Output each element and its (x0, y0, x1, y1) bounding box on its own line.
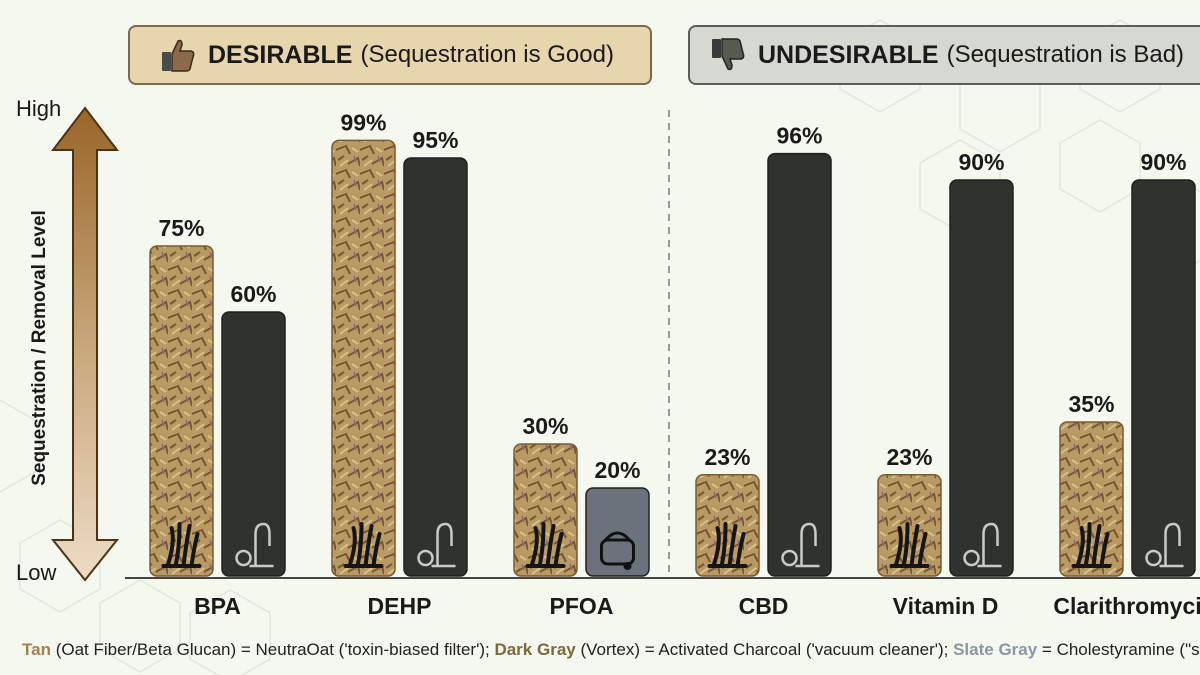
value-label-charcoal-dehp: 95% (412, 127, 458, 153)
legend-slate-term: Slate Gray (953, 640, 1038, 659)
vacuum-cleaner-icon (781, 522, 820, 568)
bar-oat-clarithromyci (1059, 421, 1124, 577)
legend-tan-term: Tan (22, 640, 51, 659)
undesirable-title: UNDESIRABLE (758, 40, 939, 69)
bar-oat-vitamin-d (877, 474, 942, 577)
oat-plant-icon (707, 522, 748, 568)
value-label-oat-clarithromyci: 35% (1068, 391, 1114, 417)
undesirable-header: UNDESIRABLE (Sequestration is Bad) (688, 25, 1200, 85)
vacuum-cleaner-icon (963, 522, 1002, 568)
value-label-oat-pfoa: 30% (522, 413, 568, 439)
vacuum-cleaner-icon (235, 522, 274, 568)
legend-footer: Tan (Oat Fiber/Beta Glucan) = NeutraOat … (22, 640, 1200, 660)
category-label-cbd: CBD (739, 593, 789, 619)
bar-charcoal-dehp (403, 157, 468, 577)
bar-oat-dehp (331, 139, 396, 577)
legend-slate-desc: = Cholestyramine ("shop (1041, 640, 1200, 659)
bar-charcoal-bpa (221, 311, 286, 577)
oat-plant-icon (525, 522, 566, 568)
value-label-charcoal-cbd: 96% (776, 123, 822, 149)
value-label-charcoal-pfoa: 20% (594, 457, 640, 483)
desirable-header: DESIRABLE (Sequestration is Good) (128, 25, 652, 85)
bar-oat-bpa (149, 245, 214, 577)
value-label-oat-vitamin-d: 23% (886, 444, 932, 470)
value-label-oat-bpa: 75% (158, 215, 204, 241)
bar-charcoal-vitamin-d (949, 179, 1014, 577)
oat-plant-icon (161, 522, 202, 568)
thumbs-up-icon (162, 39, 195, 72)
value-label-charcoal-vitamin-d: 90% (958, 149, 1004, 175)
legend-tan-desc: (Oat Fiber/Beta Glucan) = NeutraOat ('to… (50, 640, 495, 659)
oat-plant-icon (1071, 522, 1112, 568)
desirable-subtitle: (Sequestration is Good) (360, 41, 614, 68)
category-label-clarithromyci: Clarithromyci (1053, 593, 1200, 619)
bar-charcoal-clarithromyci (1131, 179, 1196, 577)
thumbs-down-icon (712, 38, 745, 71)
bar-charcoal-cbd (767, 152, 832, 577)
category-label-bpa: BPA (194, 593, 241, 619)
category-label-pfoa: PFOA (550, 593, 614, 619)
bar-chart: 75% 60% BPA 99% 95% DEHP 30% 20% PFOA 23% 96% CBD 23… (50, 106, 1200, 619)
vacuum-cleaner-icon (1145, 522, 1184, 568)
vacuum-cleaner-icon (417, 522, 456, 568)
bar-oat-pfoa (513, 443, 578, 577)
value-label-charcoal-bpa: 60% (230, 281, 276, 307)
axis-high-label: High (16, 96, 62, 121)
oat-plant-icon (889, 522, 930, 568)
legend-dark-term: Dark Gray (494, 640, 576, 659)
y-axis-arrow (50, 106, 120, 582)
category-label-vitamin-d: Vitamin D (893, 593, 999, 619)
category-label-dehp: DEHP (368, 593, 432, 619)
desirable-title: DESIRABLE (208, 40, 353, 69)
axis-low-label: Low (16, 560, 57, 585)
oat-plant-icon (343, 522, 384, 568)
bar-oat-cbd (695, 474, 760, 577)
legend-dark-desc: (Vortex) = Activated Charcoal ('vacuum c… (575, 640, 954, 659)
value-label-charcoal-clarithromyci: 90% (1140, 149, 1186, 175)
value-label-oat-cbd: 23% (704, 444, 750, 470)
shop-vac-icon (600, 531, 635, 570)
undesirable-subtitle: (Sequestration is Bad) (946, 41, 1185, 68)
value-label-oat-dehp: 99% (340, 109, 386, 135)
